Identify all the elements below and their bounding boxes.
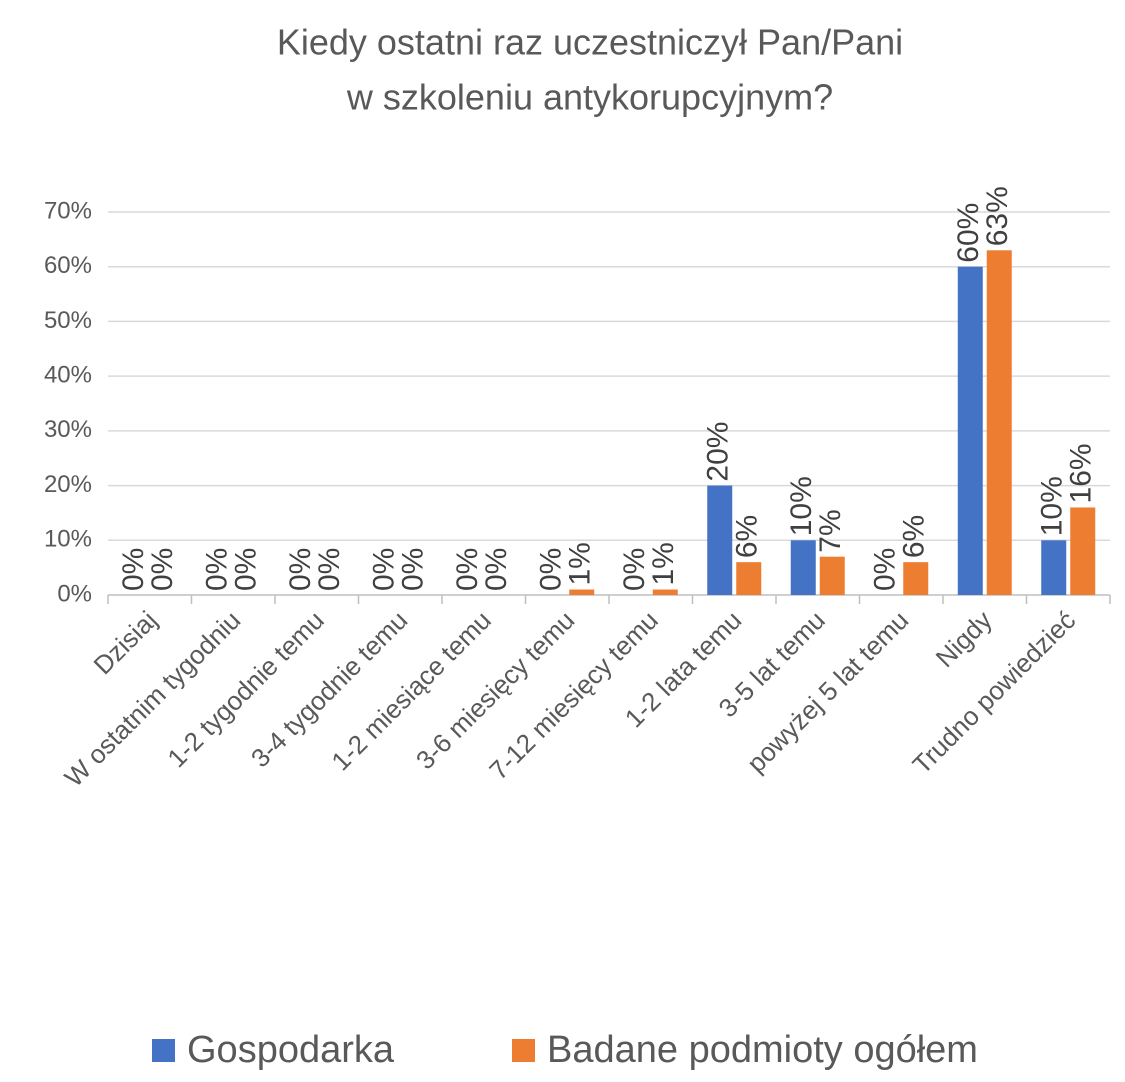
value-label: 60%	[952, 203, 985, 263]
value-label: 0%	[284, 548, 317, 591]
bar	[569, 589, 595, 595]
bar	[790, 540, 816, 595]
value-label: 0%	[869, 548, 902, 591]
x-tick-label: 3-6 miesięcy temu	[410, 605, 580, 775]
value-label: 0%	[480, 548, 513, 591]
legend-label: Badane podmioty ogółem	[547, 1029, 978, 1071]
y-tick-label: 60%	[44, 252, 92, 279]
value-label: 0%	[397, 548, 430, 591]
value-label: 0%	[368, 548, 401, 591]
legend-swatch	[512, 1039, 535, 1062]
value-label: 10%	[785, 476, 818, 536]
y-tick-label: 10%	[44, 526, 92, 553]
bar	[819, 556, 845, 595]
value-label: 6%	[898, 515, 931, 558]
bar	[1070, 507, 1096, 595]
x-tick-label: powyżej 5 lat temu	[741, 605, 914, 778]
value-label: 0%	[201, 548, 234, 591]
value-label: 10%	[1036, 476, 1069, 536]
value-label: 16%	[1065, 443, 1098, 503]
y-tick-label: 30%	[44, 416, 92, 443]
value-label: 1%	[647, 542, 680, 585]
y-tick-label: 50%	[44, 307, 92, 334]
bar	[903, 562, 929, 595]
x-tick-label: 1-2 miesiące temu	[325, 605, 496, 776]
bar	[736, 562, 762, 595]
value-label: 20%	[702, 422, 735, 482]
x-tick-label: Trudno powiedzieć	[906, 605, 1081, 780]
value-label: 7%	[814, 509, 847, 552]
value-label: 0%	[230, 548, 263, 591]
value-label: 0%	[618, 548, 651, 591]
x-tick-label: Dzisiaj	[87, 605, 162, 680]
value-label: 6%	[731, 515, 764, 558]
value-label: 0%	[535, 548, 568, 591]
x-tick-label: 3-4 tygodnie temu	[245, 605, 413, 773]
bar	[1041, 540, 1067, 595]
bar	[986, 250, 1012, 596]
x-tick-label: 1-2 tygodnie temu	[161, 605, 329, 773]
y-tick-label: 70%	[44, 197, 92, 224]
value-label: 1%	[564, 542, 597, 585]
legend-swatch	[152, 1039, 175, 1062]
value-label: 0%	[146, 548, 179, 591]
y-tick-label: 20%	[44, 471, 92, 498]
value-label: 0%	[117, 548, 150, 591]
value-label: 0%	[313, 548, 346, 591]
x-tick-label: Nigdy	[930, 605, 998, 673]
y-tick-label: 0%	[57, 580, 92, 607]
value-label: 0%	[451, 548, 484, 591]
legend-label: Gospodarka	[187, 1029, 395, 1071]
bar	[957, 266, 983, 595]
value-label: 63%	[981, 186, 1014, 246]
bar	[652, 589, 678, 595]
y-tick-label: 40%	[44, 361, 92, 388]
chart-title: w szkoleniu antykorupcyjnym?	[346, 77, 833, 118]
bar	[707, 485, 733, 595]
chart-title: Kiedy ostatni raz uczestniczył Pan/Pani	[277, 22, 903, 63]
